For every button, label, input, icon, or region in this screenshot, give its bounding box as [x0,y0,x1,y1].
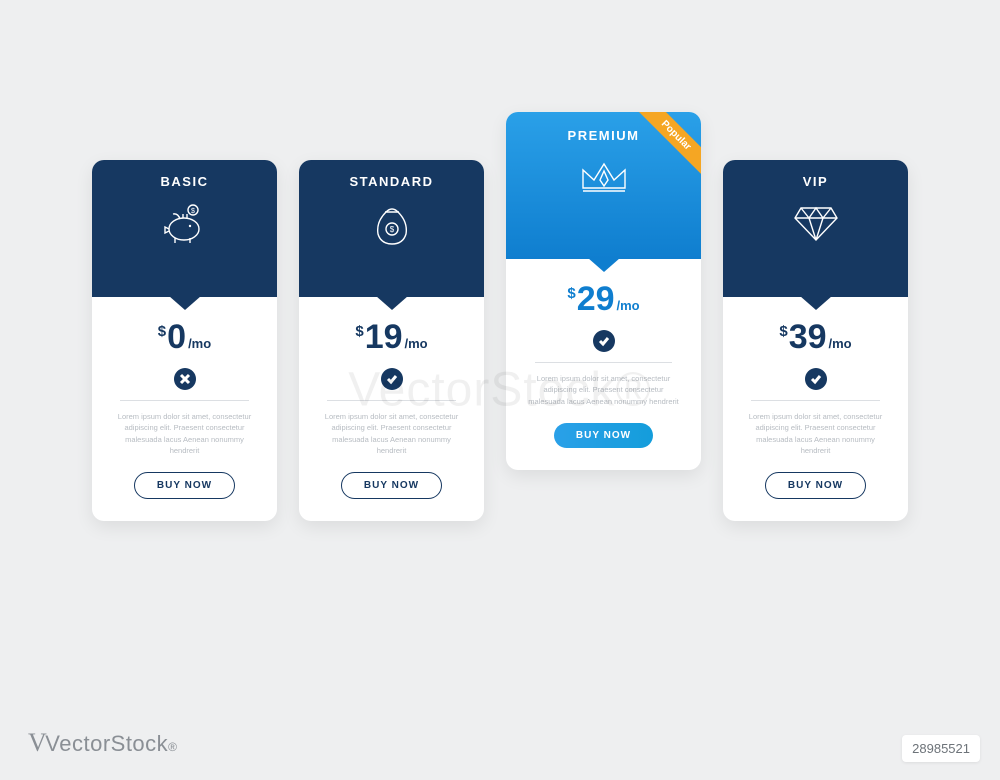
plan-header-standard: STANDARD $ [299,160,484,297]
check-icon [593,330,615,352]
plan-price: $ 39 /mo [779,320,851,354]
plan-header-basic: BASIC $ [92,160,277,297]
header-arrow [800,296,832,310]
check-icon [381,368,403,390]
svg-text:$: $ [389,225,394,234]
plan-header-premium: Popular PREMIUM [506,112,701,259]
piggy-icon: $ [92,201,277,247]
plan-description: Lorem ipsum dolor sit amet, consectetur … [723,401,908,472]
buy-now-button-standard[interactable]: BUY NOW [341,472,442,499]
crown-icon [506,155,701,201]
diamond-icon [723,201,908,247]
plan-title: STANDARD [299,174,484,189]
buy-now-button-vip[interactable]: BUY NOW [765,472,866,499]
plan-description: Lorem ipsum dolor sit amet, consectetur … [299,401,484,472]
plan-card-vip: VIP $ 39 /mo Lorem ipsum dolor sit amet,… [723,160,908,521]
plan-title: BASIC [92,174,277,189]
plan-price: $ 0 /mo [158,320,211,354]
pricing-table: BASIC $ $ 0 /mo Lorem ipsum dolor sit am… [0,0,1000,521]
plan-description: Lorem ipsum dolor sit amet, consectetur … [92,401,277,472]
plan-price: $ 29 /mo [567,282,639,316]
plan-card-basic: BASIC $ $ 0 /mo Lorem ipsum dolor sit am… [92,160,277,521]
moneybag-icon: $ [299,201,484,247]
header-arrow [376,296,408,310]
footer-id: 28985521 [902,735,980,762]
buy-now-button-premium[interactable]: BUY NOW [554,423,653,448]
footer-brand: VVectorStock® [28,728,178,758]
plan-header-vip: VIP [723,160,908,297]
plan-price: $ 19 /mo [355,320,427,354]
header-arrow [588,258,620,272]
check-icon [805,368,827,390]
header-arrow [169,296,201,310]
plan-card-premium: Popular PREMIUM $ 29 /mo Lorem ipsum dol… [506,112,701,470]
plan-description: Lorem ipsum dolor sit amet, consectetur … [506,363,701,423]
plan-card-standard: STANDARD $ $ 19 /mo Lorem ipsum dolor si… [299,160,484,521]
cross-icon [174,368,196,390]
buy-now-button-basic[interactable]: BUY NOW [134,472,235,499]
plan-title: VIP [723,174,908,189]
svg-text:$: $ [191,208,195,215]
